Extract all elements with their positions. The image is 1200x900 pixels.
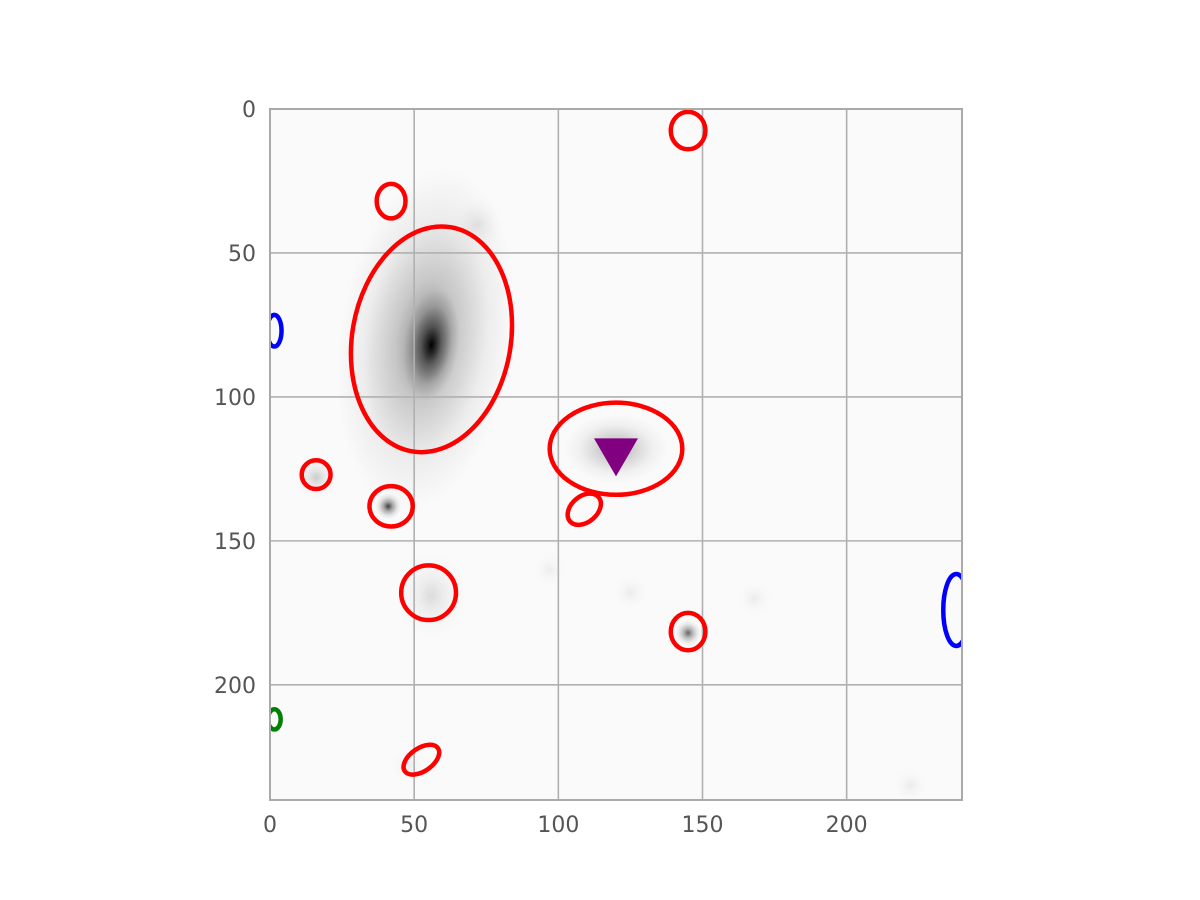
x-tick-label: 0 (263, 813, 277, 838)
aperture-ellipse (348, 224, 515, 455)
y-tick-label: 50 (228, 242, 256, 267)
source-blob (675, 620, 702, 646)
tick-labels: 0 50 100 150 200 0 50 100 150 200 (214, 98, 868, 838)
markers-layer (594, 438, 638, 477)
aperture-ellipse (941, 571, 962, 649)
y-tick-label: 200 (214, 674, 256, 699)
aperture-ellipse (367, 483, 415, 529)
aperture-ellipse (668, 109, 708, 152)
x-tick-label: 150 (682, 813, 724, 838)
y-tick-label: 0 (242, 98, 256, 123)
aperture-ellipse (270, 707, 283, 732)
aperture-ellipse (299, 458, 333, 492)
aperture-ellipse (547, 400, 685, 498)
source-blob (532, 552, 567, 587)
aperture-ellipse (565, 491, 604, 528)
source-blob (892, 768, 928, 800)
source-blob (737, 581, 772, 616)
source-blob (451, 198, 504, 251)
aperture-ellipse (270, 312, 284, 349)
y-tick-label: 150 (214, 530, 256, 555)
y-tick-label: 100 (214, 386, 256, 411)
aperture-ellipse (401, 742, 442, 777)
x-tick-label: 100 (537, 813, 579, 838)
axes-frame (269, 108, 963, 801)
plot-area (270, 109, 962, 800)
aperture-ellipse (398, 563, 459, 623)
triangle-marker (594, 438, 638, 477)
x-tick-label: 50 (400, 813, 428, 838)
grid-layer (270, 109, 962, 800)
apertures-layer (270, 109, 962, 777)
aperture-ellipse (374, 181, 408, 221)
source-blob (375, 493, 402, 520)
x-tick-label: 200 (826, 813, 868, 838)
source-blob (613, 575, 648, 610)
aperture-ellipse (668, 610, 708, 653)
